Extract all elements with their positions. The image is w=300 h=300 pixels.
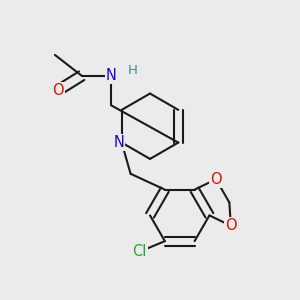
Text: O: O [225,218,237,233]
Text: O: O [210,172,222,187]
Text: H: H [128,64,138,77]
Text: N: N [113,135,124,150]
Text: O: O [52,83,64,98]
Text: Cl: Cl [132,244,147,259]
Text: N: N [106,68,117,83]
